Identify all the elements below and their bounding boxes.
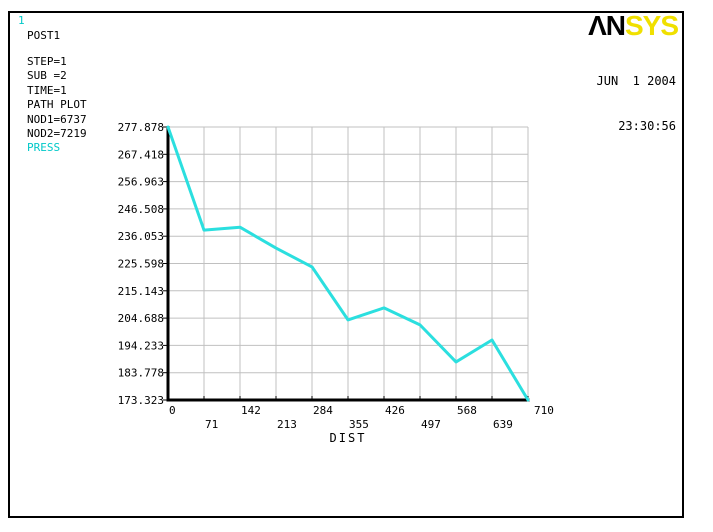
info-substep: SUB =2 (27, 69, 67, 82)
ansys-logo: ΛNSYS (588, 10, 679, 41)
info-node1: NOD1=6737 (27, 113, 87, 126)
info-step: STEP=1 (27, 55, 67, 68)
ansys-logo-black-part: ΛN (588, 10, 626, 41)
time-label: 23:30:56 (618, 119, 676, 133)
date-time-stamp: JUN 1 2004 23:30:56 (597, 44, 676, 164)
plot-window-border (8, 11, 684, 518)
window-number: 1 (18, 14, 25, 27)
date-label: JUN 1 2004 (596, 74, 676, 88)
info-plot-type: PATH PLOT (27, 98, 87, 111)
info-node2: NOD2=7219 (27, 127, 87, 140)
info-time: TIME=1 (27, 84, 67, 97)
ansys-logo-yellow-part: SYS (624, 10, 679, 41)
info-analysis-mode: POST1 (27, 29, 61, 42)
plotted-quantity-label: PRESS (27, 141, 61, 154)
